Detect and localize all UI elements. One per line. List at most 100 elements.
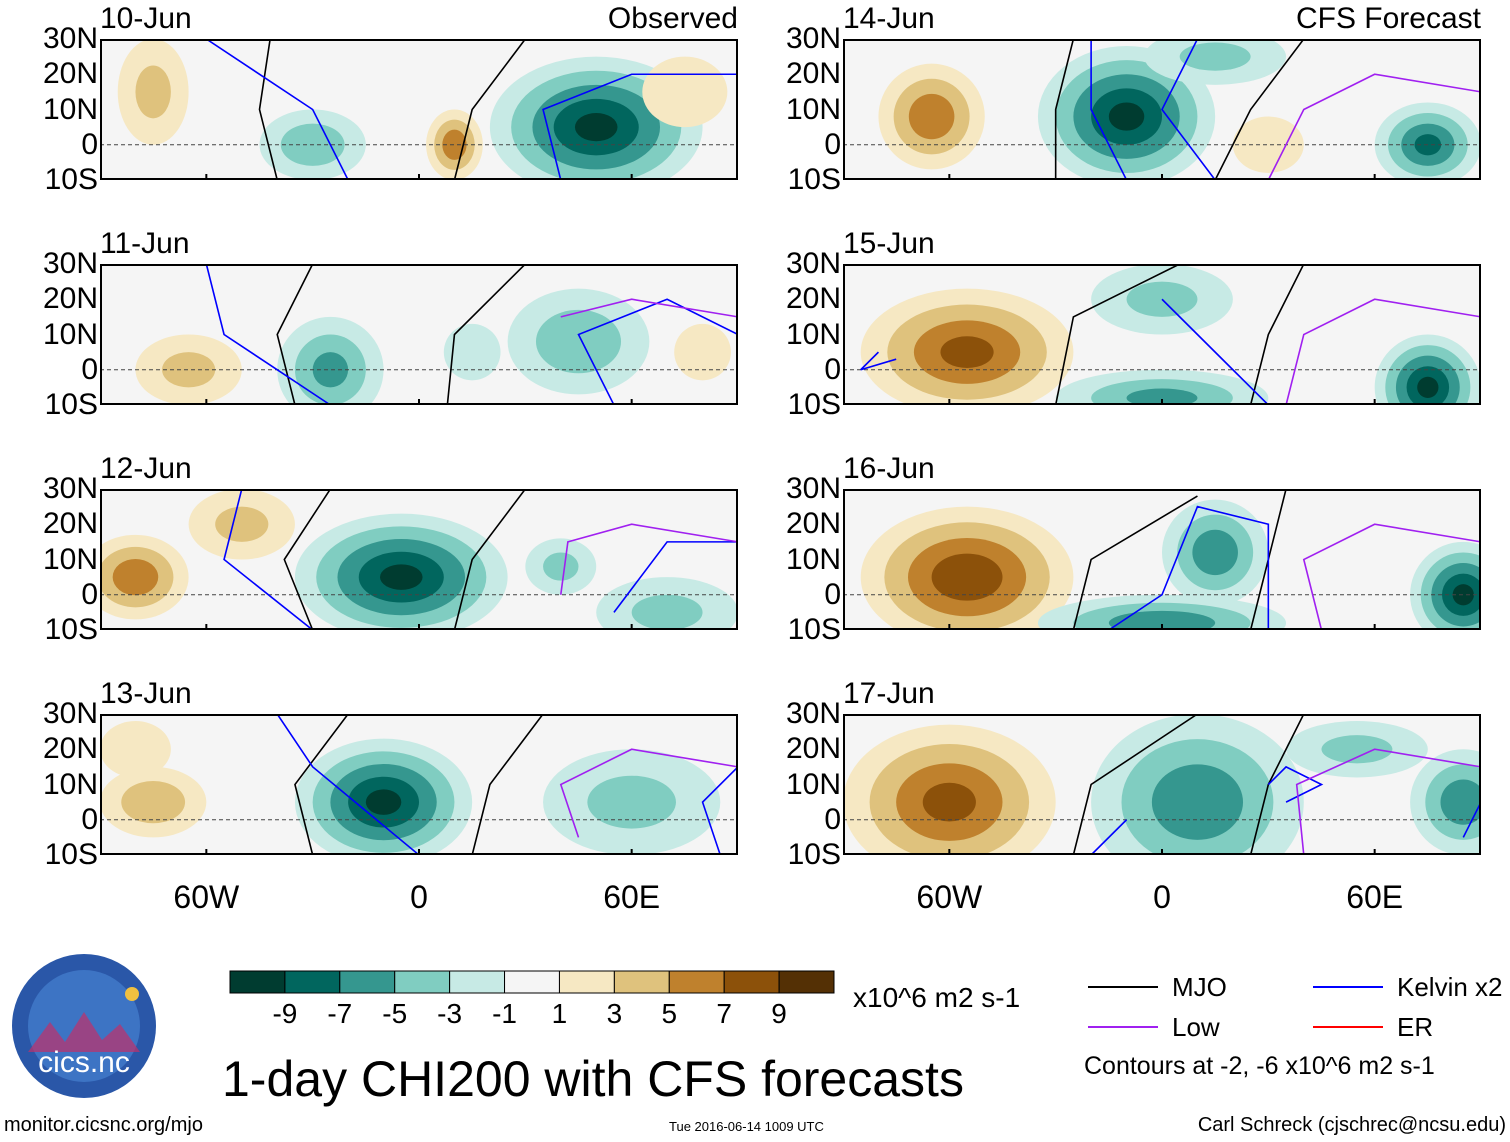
colorbar-swatch xyxy=(613,970,670,994)
anomaly-contour-fill xyxy=(112,558,159,596)
anomaly-contour-fill xyxy=(587,775,676,829)
colorbar-tick-label: 5 xyxy=(661,998,677,1028)
credit: Carl Schreck (cjschrec@ncsu.edu) xyxy=(1197,1114,1506,1136)
kelvin-contour xyxy=(205,264,331,405)
x-tick-label: 60W xyxy=(916,879,983,915)
colorbar-swatch xyxy=(449,970,506,994)
y-tick-label: 30N xyxy=(42,22,98,55)
map-panel xyxy=(843,714,1481,855)
colorbar-tick-label: 3 xyxy=(607,998,623,1028)
legend-label: ER xyxy=(1397,1012,1434,1042)
anomaly-contour-fill xyxy=(312,352,349,388)
anomaly-contour-fill xyxy=(931,553,1003,601)
anomaly-contour-fill xyxy=(442,129,467,160)
kelvin-contour xyxy=(860,351,897,371)
kelvin-contour xyxy=(577,298,738,405)
legend-swatch xyxy=(1088,1026,1158,1028)
panel-date: 10-Jun xyxy=(100,2,192,35)
kelvin-contour xyxy=(1090,39,1128,180)
colorbar-swatch xyxy=(558,970,615,994)
mjo-contour xyxy=(258,39,278,180)
y-tick-label: 20N xyxy=(42,57,98,91)
panel-date: 14-Jun xyxy=(843,2,935,35)
mjo-contour xyxy=(294,714,349,855)
y-tick-label: 0 xyxy=(81,577,98,611)
anomaly-contour-fill xyxy=(1321,735,1393,764)
y-tick-label: 20N xyxy=(785,732,841,766)
y-tick-label: 20N xyxy=(42,282,98,316)
anomaly-contour-fill xyxy=(1440,779,1481,825)
mjo-contour xyxy=(1072,714,1198,855)
mjo-contour xyxy=(283,489,332,630)
y-tick-label: 30N xyxy=(42,697,98,730)
kelvin-contour xyxy=(542,73,738,180)
colorbar-swatch xyxy=(504,970,560,994)
legend-label: Kelvin x2 xyxy=(1397,972,1503,1002)
anomaly-contour-fill xyxy=(631,594,703,630)
colorbar-tick-label: -7 xyxy=(327,998,352,1028)
svg-text:cics.nc: cics.nc xyxy=(38,1046,130,1079)
y-tick-label: 10N xyxy=(785,542,841,576)
kelvin-contour xyxy=(701,766,738,855)
anomaly-contour-fill xyxy=(100,721,171,778)
anomaly-contour-fill xyxy=(674,323,731,381)
colorbar: -9 -7 -5 -3 -1 1 3 5 7 9 xyxy=(229,970,835,1028)
anomaly-contour-fill xyxy=(642,56,728,128)
mjo-contour xyxy=(453,489,526,630)
panel-date: 12-Jun xyxy=(100,452,192,485)
y-tick-label: 0 xyxy=(824,577,841,611)
mjo-contour xyxy=(453,39,526,180)
low-contour xyxy=(1267,73,1481,180)
y-tick-label: 10S xyxy=(44,163,98,196)
colorbar-swatch xyxy=(668,970,725,994)
colorbar-swatch xyxy=(723,970,780,994)
anomaly-contour-fill xyxy=(535,309,622,374)
column-title: Observed xyxy=(607,2,738,35)
anomaly-contour-fill xyxy=(215,506,269,542)
panel-date: 17-Jun xyxy=(843,677,935,710)
anomaly-contour-fill xyxy=(1192,529,1238,576)
colorbar-swatch xyxy=(229,970,286,994)
anomaly-contour-fill xyxy=(543,552,579,581)
source-url[interactable]: monitor.cicsnc.org/mjo xyxy=(4,1114,203,1136)
x-tick-label: 60E xyxy=(1346,879,1404,915)
kelvin-contour xyxy=(1161,298,1269,405)
y-tick-label: 10N xyxy=(42,317,98,351)
colorbar-tick-label: -9 xyxy=(272,998,297,1028)
anomaly-contour-fill xyxy=(1126,388,1198,405)
y-tick-label: 10N xyxy=(42,92,98,126)
anomaly-contour-fill xyxy=(574,113,618,142)
y-tick-label: 30N xyxy=(785,22,841,55)
y-tick-label: 0 xyxy=(81,127,98,161)
y-tick-label: 0 xyxy=(81,802,98,836)
legend-label: MJO xyxy=(1172,972,1227,1002)
mjo-contour xyxy=(471,714,544,855)
colorbar-swatch xyxy=(284,970,341,994)
y-tick-label: 10S xyxy=(44,388,98,421)
colorbar-swatch xyxy=(339,970,396,994)
y-tick-label: 10S xyxy=(787,838,841,871)
anomaly-contour-fill xyxy=(162,352,216,388)
map-panel xyxy=(100,39,738,180)
y-tick-label: 20N xyxy=(785,282,841,316)
x-tick-label: 60W xyxy=(173,879,240,915)
anomaly-contour-fill xyxy=(1151,764,1244,840)
anomaly-contour-fill xyxy=(1179,42,1251,71)
contour-note: Contours at -2, -6 x10^6 m2 s-1 xyxy=(1084,1052,1435,1080)
y-tick-label: 30N xyxy=(785,472,841,505)
legend-swatch xyxy=(1088,986,1158,988)
map-panel xyxy=(100,714,738,855)
mjo-contour xyxy=(1072,495,1198,630)
colorbar-units: x10^6 m2 s-1 xyxy=(853,982,1021,1013)
colorbar-tick-label: -1 xyxy=(492,998,517,1028)
low-contour xyxy=(559,523,738,595)
kelvin-contour xyxy=(1462,801,1481,838)
map-panel xyxy=(843,39,1481,180)
y-tick-label: 0 xyxy=(824,802,841,836)
kelvin-contour xyxy=(1090,819,1128,855)
map-panel xyxy=(100,489,738,630)
anomaly-contour-fill xyxy=(1417,376,1439,398)
y-tick-label: 10N xyxy=(42,767,98,801)
colorbar-tick-label: -5 xyxy=(382,998,407,1028)
